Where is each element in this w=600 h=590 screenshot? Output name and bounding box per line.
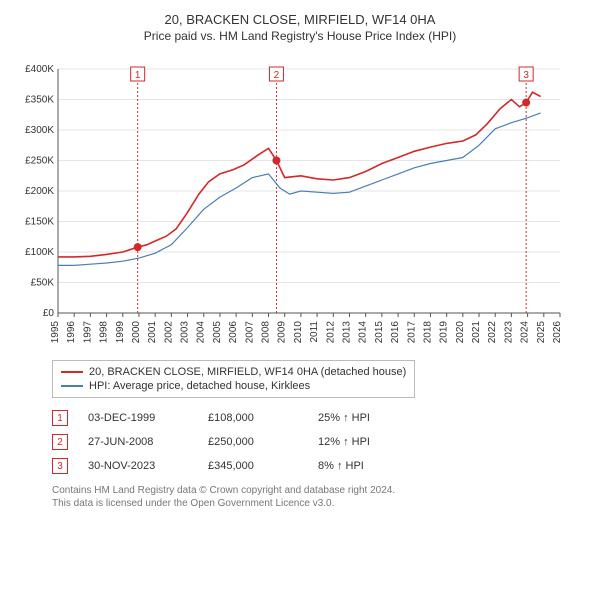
svg-text:2017: 2017 xyxy=(406,321,417,344)
svg-text:2013: 2013 xyxy=(341,321,352,344)
legend-label: 20, BRACKEN CLOSE, MIRFIELD, WF14 0HA (d… xyxy=(89,366,406,378)
svg-text:2021: 2021 xyxy=(471,321,482,344)
svg-text:£0: £0 xyxy=(43,308,55,319)
svg-text:2002: 2002 xyxy=(163,321,174,344)
svg-text:2011: 2011 xyxy=(309,321,320,343)
svg-text:£350K: £350K xyxy=(25,95,54,106)
events-table: 1 03-DEC-1999 £108,000 25% ↑ HPI 2 27-JU… xyxy=(52,406,586,478)
svg-text:1999: 1999 xyxy=(115,321,126,344)
svg-text:2023: 2023 xyxy=(503,321,514,344)
svg-text:2008: 2008 xyxy=(261,321,272,344)
svg-text:2005: 2005 xyxy=(212,321,223,344)
event-price: £345,000 xyxy=(208,460,298,472)
event-date: 27-JUN-2008 xyxy=(88,436,188,448)
svg-text:2000: 2000 xyxy=(131,321,142,344)
svg-text:1997: 1997 xyxy=(82,321,93,344)
event-row: 2 27-JUN-2008 £250,000 12% ↑ HPI xyxy=(52,430,586,454)
svg-text:2009: 2009 xyxy=(277,321,288,344)
event-price: £250,000 xyxy=(208,436,298,448)
event-badge: 1 xyxy=(52,410,68,426)
svg-text:1996: 1996 xyxy=(66,321,77,344)
page-subtitle: Price paid vs. HM Land Registry's House … xyxy=(14,29,586,43)
svg-text:2020: 2020 xyxy=(455,321,466,344)
svg-text:£250K: £250K xyxy=(25,156,54,167)
event-row: 1 03-DEC-1999 £108,000 25% ↑ HPI xyxy=(52,406,586,430)
svg-text:1: 1 xyxy=(135,70,141,81)
event-price: £108,000 xyxy=(208,412,298,424)
legend-item: HPI: Average price, detached house, Kirk… xyxy=(61,379,406,393)
svg-text:2010: 2010 xyxy=(293,321,304,344)
footer-line: This data is licensed under the Open Gov… xyxy=(52,497,586,510)
svg-text:2003: 2003 xyxy=(180,321,191,344)
legend-swatch xyxy=(61,371,83,373)
svg-text:2001: 2001 xyxy=(147,321,158,344)
event-delta: 8% ↑ HPI xyxy=(318,460,408,472)
legend-item: 20, BRACKEN CLOSE, MIRFIELD, WF14 0HA (d… xyxy=(61,365,406,379)
price-chart: £0 £50K £100K £150K £200K £250K £300K £350K £400… xyxy=(14,49,572,349)
event-date: 03-DEC-1999 xyxy=(88,412,188,424)
legend-box: 20, BRACKEN CLOSE, MIRFIELD, WF14 0HA (d… xyxy=(52,360,415,398)
svg-text:£150K: £150K xyxy=(25,217,54,228)
event-delta: 12% ↑ HPI xyxy=(318,436,408,448)
svg-text:£200K: £200K xyxy=(25,186,54,197)
svg-text:2019: 2019 xyxy=(439,321,450,344)
svg-text:2014: 2014 xyxy=(358,321,369,344)
svg-text:2016: 2016 xyxy=(390,321,401,344)
event-badge: 2 xyxy=(52,434,68,450)
footer-line: Contains HM Land Registry data © Crown c… xyxy=(52,484,586,497)
svg-text:£300K: £300K xyxy=(25,125,54,136)
svg-text:2007: 2007 xyxy=(244,321,255,344)
svg-text:2025: 2025 xyxy=(536,321,547,344)
event-delta: 25% ↑ HPI xyxy=(318,412,408,424)
svg-text:1998: 1998 xyxy=(99,321,110,344)
svg-text:3: 3 xyxy=(523,70,529,81)
svg-text:£100K: £100K xyxy=(25,247,54,258)
svg-text:2022: 2022 xyxy=(487,321,498,344)
svg-text:2018: 2018 xyxy=(422,321,433,344)
svg-text:2024: 2024 xyxy=(520,321,531,344)
chart-container: £0 £50K £100K £150K £200K £250K £300K £350K £400… xyxy=(14,49,586,352)
event-badge: 3 xyxy=(52,458,68,474)
page-title: 20, BRACKEN CLOSE, MIRFIELD, WF14 0HA xyxy=(14,12,586,27)
legend-label: HPI: Average price, detached house, Kirk… xyxy=(89,380,310,392)
svg-text:2026: 2026 xyxy=(552,321,563,344)
svg-text:£50K: £50K xyxy=(31,278,55,289)
svg-text:2: 2 xyxy=(274,70,280,81)
footer-note: Contains HM Land Registry data © Crown c… xyxy=(52,484,586,510)
svg-text:1995: 1995 xyxy=(50,321,61,344)
svg-text:2006: 2006 xyxy=(228,321,239,344)
legend-swatch xyxy=(61,385,83,387)
svg-text:£400K: £400K xyxy=(25,64,54,75)
svg-text:2012: 2012 xyxy=(325,321,336,344)
event-date: 30-NOV-2023 xyxy=(88,460,188,472)
event-row: 3 30-NOV-2023 £345,000 8% ↑ HPI xyxy=(52,454,586,478)
svg-text:2015: 2015 xyxy=(374,321,385,344)
svg-text:2004: 2004 xyxy=(196,321,207,344)
